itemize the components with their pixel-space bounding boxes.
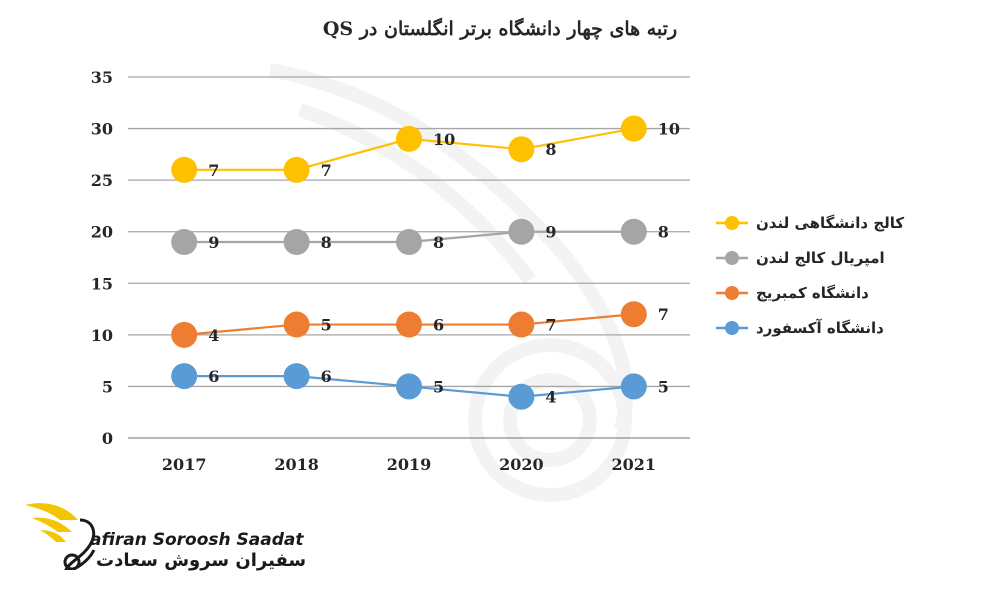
data-point [396,311,422,338]
data-point [283,229,310,256]
y-tick-label: 25 [91,171,113,190]
data-point [171,156,198,183]
data-label: 7 [658,305,669,324]
legend-label: دانشگاه آکسفورد [756,319,884,337]
y-tick-label: 10 [91,326,113,345]
legend-label: کالج دانشگاهی لندن [756,214,904,232]
data-label: 7 [321,161,332,180]
legend-label: دانشگاه کمبریج [756,284,869,302]
data-point [283,311,310,338]
data-label: 8 [545,140,556,159]
data-point [396,373,422,400]
data-label: 4 [208,326,219,345]
data-label: 6 [208,367,219,386]
data-label: 8 [433,233,444,252]
data-point [171,363,198,390]
data-label: 10 [433,130,455,149]
data-point [508,136,535,163]
legend-marker [725,216,739,230]
data-label: 5 [433,377,444,396]
y-tick-label: 20 [91,223,113,242]
data-label: 9 [545,223,556,242]
data-point [396,125,422,152]
data-label: 6 [321,367,332,386]
x-tick-label: 2020 [499,455,544,474]
y-tick-label: 35 [91,68,113,87]
data-point [396,229,422,256]
bird-wing-icon [25,503,96,570]
data-point [508,311,535,338]
data-point [508,218,535,245]
data-point [620,301,647,328]
data-point [620,218,647,245]
brand-name-english: afiran Soroosh Saadat [90,530,304,550]
data-point [283,363,310,390]
data-point [620,373,647,400]
legend-marker [725,251,739,265]
data-point [171,229,198,256]
data-label: 8 [658,223,669,242]
y-tick-label: 15 [91,274,113,293]
chart-title: رتبه های چهار دانشگاه برتر انگلستان در Q… [322,18,678,40]
brand-logo: afiran Soroosh Saadat سفیران سروش سعادت [20,490,306,580]
data-label: 5 [321,316,332,335]
data-label: 7 [545,316,556,335]
data-point [620,115,647,142]
data-label: 8 [321,233,332,252]
watermark-logo [268,63,634,502]
legend-marker [725,286,739,300]
x-tick-label: 2018 [274,455,319,474]
x-tick-label: 2017 [162,455,207,474]
y-tick-label: 5 [102,377,113,396]
brand-name-persian: سفیران سروش سعادت [96,550,307,571]
data-label: 9 [208,233,219,252]
y-tick-label: 0 [102,429,113,448]
data-label: 6 [433,316,444,335]
data-point [171,321,198,348]
data-label: 4 [545,388,556,407]
legend-label: امپریال کالج لندن [756,249,885,268]
data-label: 7 [208,161,219,180]
x-tick-label: 2019 [387,455,432,474]
y-tick-label: 30 [91,120,113,139]
data-point [508,383,535,410]
data-point [283,156,310,183]
data-label: 5 [658,377,669,396]
legend-marker [725,321,739,335]
data-label: 10 [658,120,680,139]
x-tick-label: 2021 [612,455,657,474]
